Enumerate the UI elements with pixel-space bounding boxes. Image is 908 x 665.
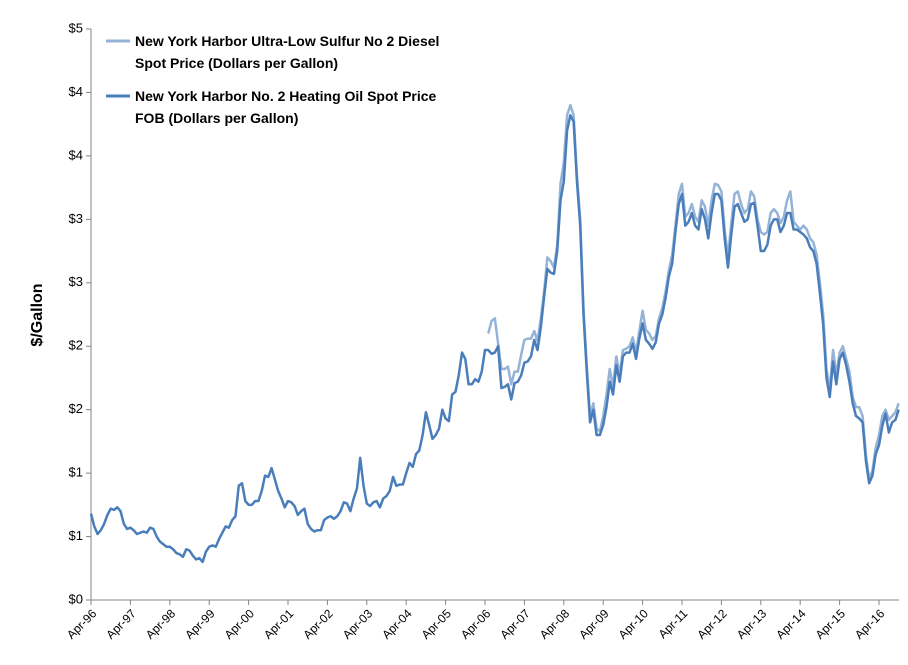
y-tick-label: $1 (69, 465, 83, 480)
x-tick-label: Apr-00 (222, 606, 258, 642)
legend-label: New York Harbor No. 2 Heating Oil Spot P… (135, 88, 437, 126)
x-tick-label: Apr-99 (182, 606, 218, 642)
x-tick-label: Apr-14 (773, 606, 809, 642)
x-tick-label: Apr-06 (458, 606, 494, 642)
x-tick-label: Apr-13 (734, 606, 770, 642)
legend-label: New York Harbor Ultra-Low Sulfur No 2 Di… (135, 33, 440, 71)
x-tick-label: Apr-01 (261, 606, 297, 642)
x-tick-label: Apr-05 (419, 606, 455, 642)
x-tick-label: Apr-09 (576, 606, 612, 642)
series-line (487, 103, 900, 481)
x-tick-label: Apr-04 (379, 606, 415, 642)
y-tick-label: $4 (69, 147, 83, 162)
x-tick-label: Apr-08 (537, 606, 573, 642)
x-tick-label: Apr-07 (497, 606, 533, 642)
x-tick-label: Apr-11 (656, 606, 691, 641)
y-tick-label: $0 (69, 591, 83, 606)
x-tick-label: Apr-16 (852, 606, 888, 642)
y-tick-label: $3 (69, 211, 83, 226)
x-tick-label: Apr-98 (143, 606, 179, 642)
y-tick-label: $5 (69, 20, 83, 35)
x-tick-label: Apr-12 (694, 606, 730, 642)
y-tick-label: $4 (69, 84, 83, 99)
x-tick-label: Apr-10 (616, 606, 652, 642)
y-tick-label: $2 (69, 338, 83, 353)
y-tick-label: $2 (69, 401, 83, 416)
y-tick-label: $1 (69, 528, 83, 543)
x-tick-label: Apr-15 (813, 606, 849, 642)
series-line (89, 114, 900, 564)
y-tick-label: $3 (69, 274, 83, 289)
x-tick-label: Apr-02 (300, 606, 336, 642)
x-tick-label: Apr-97 (103, 606, 139, 642)
y-axis-title: $/Gallon (29, 283, 46, 346)
x-tick-label: Apr-03 (340, 606, 376, 642)
x-tick-label: Apr-96 (64, 606, 100, 642)
